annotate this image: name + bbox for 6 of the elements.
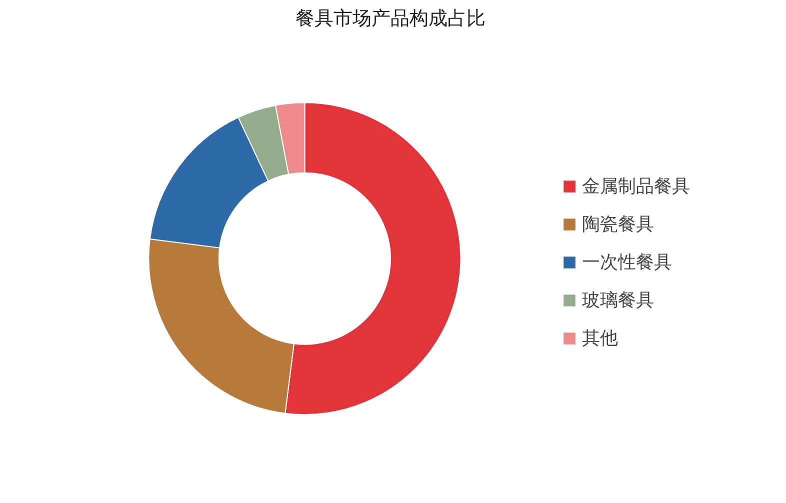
legend-label: 其他	[582, 327, 618, 350]
legend-label: 玻璃餐具	[582, 289, 654, 312]
legend-label: 一次性餐具	[582, 251, 672, 274]
chart-title: 餐具市场产品构成占比	[296, 8, 486, 30]
legend-label: 陶瓷餐具	[582, 213, 654, 236]
legend-label: 金属制品餐具	[582, 175, 690, 198]
